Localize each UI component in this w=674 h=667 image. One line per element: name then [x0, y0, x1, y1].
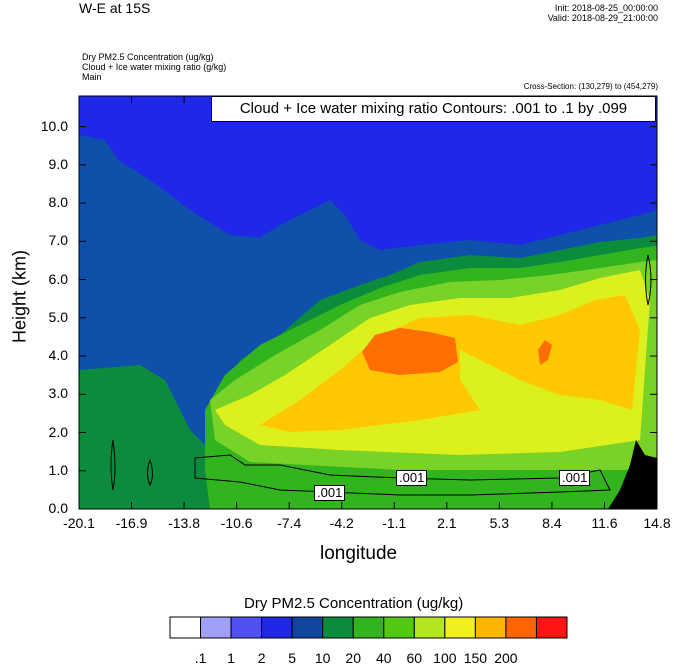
cross-section-info: Cross-Section: (130,279) to (454,279)	[523, 82, 658, 91]
y-axis-ticks	[79, 126, 657, 510]
colorbar-swatch	[413, 616, 446, 639]
contour-label: .001	[314, 485, 346, 501]
time-info: Init: 2018-08-25_00:00:00 Valid: 2018-08…	[548, 3, 658, 23]
y-tick-label: 1.0	[48, 461, 68, 478]
colorbar-title: Dry PM2.5 Concentration (ug/kg)	[244, 595, 464, 612]
x-tick-label: -1.1	[382, 515, 407, 531]
colorbar	[169, 616, 568, 639]
colorbar-label: 10	[314, 650, 331, 666]
y-tick-label: 8.0	[48, 194, 68, 211]
field-label-domain: Main	[82, 72, 102, 82]
colorbar-swatch	[444, 616, 476, 639]
cloud-contour	[147, 458, 153, 487]
terrain	[608, 440, 657, 509]
colorbar-label: .1	[194, 650, 207, 666]
y-tick-label: 10.0	[40, 117, 68, 134]
y-tick-label: 6.0	[48, 270, 68, 287]
contour-label: .001	[559, 470, 591, 486]
y-tick-label: 3.0	[48, 385, 68, 402]
x-tick-label: -10.6	[220, 515, 253, 531]
colorbar-label: 60	[406, 650, 423, 666]
colorbar-label: 20	[345, 650, 361, 666]
colorbar-label: 1	[227, 650, 235, 666]
y-tick-label: 2.0	[48, 423, 68, 440]
cloud-contour	[194, 454, 611, 496]
cloud-contours	[110, 254, 652, 496]
colorbar-swatch	[230, 616, 263, 639]
x-tick-label: -20.1	[63, 515, 95, 531]
region-150-200-small	[538, 340, 552, 365]
x-axis-label: longitude	[320, 543, 398, 564]
colorbar-swatch	[291, 616, 324, 639]
colorbar-swatch	[352, 616, 385, 639]
filled-contours	[79, 96, 657, 509]
colorbar-label: 200	[494, 650, 518, 666]
colorbar-label: 40	[375, 650, 392, 666]
colorbar-label: 150	[463, 650, 488, 666]
x-tick-label: -4.2	[329, 515, 354, 531]
colorbar-swatch	[505, 616, 537, 639]
x-tick-label: 11.6	[591, 515, 618, 531]
cloud-contour	[645, 254, 652, 306]
x-tick-label: 5.3	[489, 515, 510, 531]
field-label-cloud: Cloud + Ice water mixing ratio (g/kg)	[82, 62, 227, 72]
x-tick-label: -13.8	[168, 515, 201, 531]
colorbar-label: 100	[433, 650, 457, 666]
colorbar-swatch	[200, 616, 232, 639]
contour-label: .001	[396, 470, 428, 486]
valid-time: Valid: 2018-08-29_21:00:00	[547, 13, 658, 23]
y-tick-label: 5.0	[48, 308, 68, 325]
x-tick-label: -7.4	[277, 515, 302, 531]
colorbar-swatch	[383, 616, 415, 639]
plot-title: W-E at 15S	[79, 0, 151, 16]
x-tick-label: -16.9	[115, 515, 148, 531]
colorbar-label: 2	[257, 650, 266, 666]
init-time: Init: 2018-08-25_00:00:00	[554, 3, 658, 13]
region-150-200	[362, 328, 458, 375]
y-axis-label: Height (km)	[9, 250, 30, 344]
contour-note: Cloud + Ice water mixing ratio Contours:…	[211, 96, 656, 122]
cloud-contour	[110, 439, 116, 491]
y-tick-label: 0.0	[48, 500, 68, 516]
colorbar-swatch	[261, 616, 293, 639]
x-tick-label: 2.1	[437, 515, 457, 531]
colorbar-swatch	[169, 616, 202, 639]
colorbar-swatch	[322, 616, 354, 639]
y-tick-label: 7.0	[48, 232, 68, 249]
x-tick-label: 14.8	[643, 515, 671, 531]
colorbar-swatch	[535, 616, 568, 639]
field-label-pm25: Dry PM2.5 Concentration (ug/kg)	[82, 52, 214, 62]
y-tick-label: 4.0	[48, 347, 68, 364]
colorbar-label: 5	[288, 650, 297, 666]
colorbar-swatch	[474, 616, 507, 639]
x-tick-label: 8.4	[542, 515, 562, 531]
y-tick-label: 9.0	[48, 155, 68, 172]
